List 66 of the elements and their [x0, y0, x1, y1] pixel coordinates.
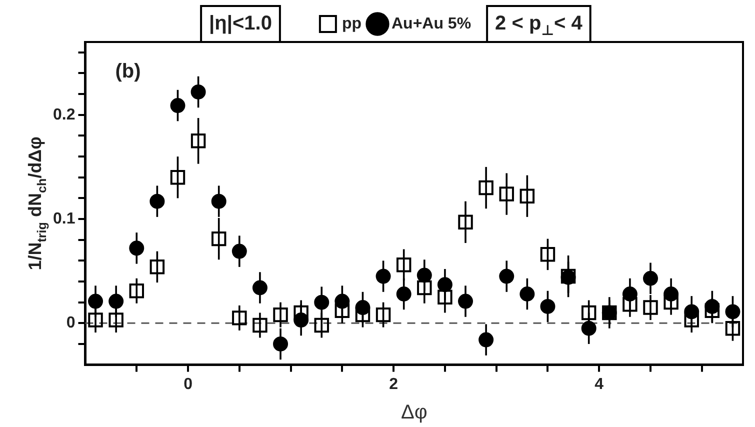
- point: [581, 320, 596, 336]
- point: [334, 303, 350, 318]
- point: [417, 280, 432, 296]
- point: [416, 268, 432, 283]
- point: [581, 305, 596, 320]
- point: [211, 231, 226, 246]
- point: [211, 194, 226, 209]
- point: [478, 332, 494, 348]
- point: [314, 318, 329, 333]
- point: [458, 214, 473, 230]
- point: [499, 268, 514, 284]
- point: [129, 240, 144, 256]
- point: [190, 84, 206, 100]
- point: [273, 336, 288, 352]
- annotation: (b): [115, 60, 141, 83]
- point: [396, 286, 412, 302]
- point: [725, 304, 740, 320]
- point: [129, 284, 144, 298]
- point: [458, 294, 474, 309]
- point: [376, 307, 391, 322]
- legend-label: pp: [342, 15, 362, 32]
- point: [150, 194, 165, 209]
- y-tick-label: 0.1: [52, 210, 76, 228]
- x-axis-title: Δφ: [400, 402, 428, 424]
- point: [540, 298, 556, 314]
- point: [294, 305, 308, 320]
- point: [643, 300, 658, 315]
- point: [499, 186, 514, 202]
- point: [622, 297, 638, 312]
- legend-label: Au+Au 5%: [391, 15, 472, 32]
- point: [396, 257, 412, 272]
- point: [190, 134, 206, 148]
- point: [704, 303, 720, 318]
- point: [355, 307, 370, 322]
- point: [520, 188, 535, 204]
- point: [376, 268, 391, 284]
- point: [684, 312, 699, 328]
- point: [273, 307, 288, 322]
- point: [438, 290, 452, 304]
- point: [108, 312, 124, 328]
- x-tick-label: 4: [594, 376, 604, 393]
- point: [170, 170, 186, 185]
- text: |η|<1.0: [209, 12, 272, 35]
- point: [664, 294, 678, 310]
- point: [643, 270, 658, 286]
- y-tick-label: 0: [66, 314, 76, 332]
- point: [520, 286, 535, 302]
- point: [170, 98, 186, 114]
- y-tick-label: 0.2: [52, 106, 76, 124]
- point: [232, 310, 247, 326]
- point: [150, 260, 165, 274]
- point: [108, 294, 124, 309]
- x-tick-label: 2: [389, 376, 398, 393]
- point: [478, 180, 494, 196]
- point: [314, 294, 330, 310]
- point: [88, 312, 103, 328]
- point: [232, 244, 247, 259]
- point: [88, 294, 104, 309]
- point: [252, 318, 268, 333]
- text: 2 < p⊥< 4: [495, 12, 584, 38]
- x-tick-label: 0: [184, 376, 193, 393]
- point: [540, 247, 556, 262]
- point: [437, 277, 452, 292]
- point: [252, 280, 268, 296]
- y-axis-title: 1/Ntrig dNch/dΔφ: [24, 136, 49, 270]
- point: [725, 320, 740, 336]
